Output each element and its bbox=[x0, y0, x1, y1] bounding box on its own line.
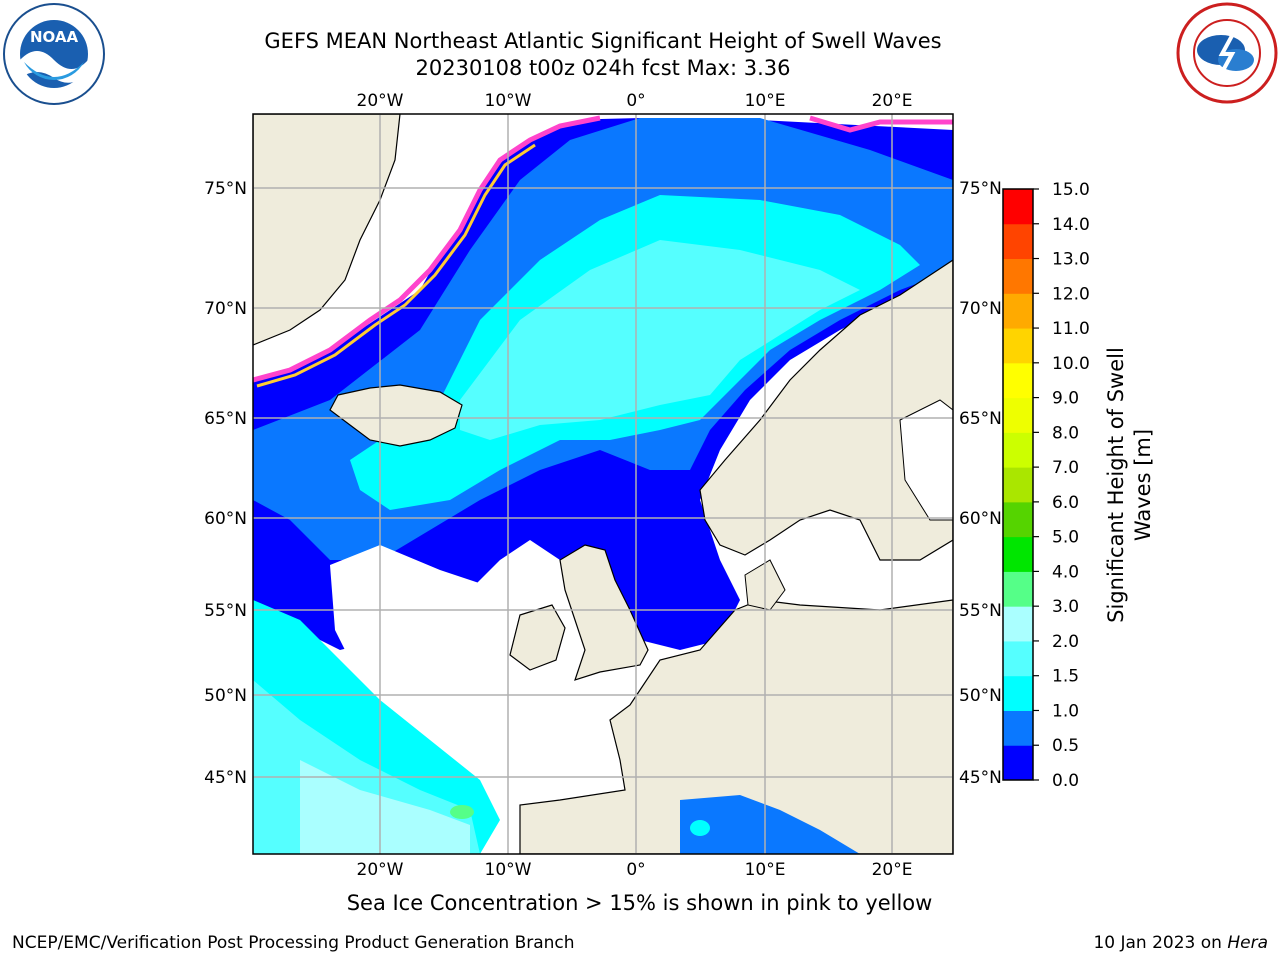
colorbar-swatch bbox=[1003, 223, 1033, 260]
colorbar-swatch bbox=[1003, 467, 1033, 503]
lon-label-bottom: 0° bbox=[626, 860, 645, 880]
noaa-logo-name: NOAA bbox=[30, 28, 79, 46]
lon-label-bottom: 20°E bbox=[872, 860, 913, 880]
lat-label-right: 50°N bbox=[959, 686, 1002, 706]
lon-label-bottom: 20°W bbox=[357, 860, 404, 880]
colorbar-tick-label: 15.0 bbox=[1052, 180, 1090, 200]
lon-label-top: 0° bbox=[626, 91, 645, 111]
colorbar-swatch bbox=[1003, 293, 1033, 329]
colorbar-swatch bbox=[1003, 501, 1033, 538]
colorbar-swatch bbox=[1003, 640, 1033, 677]
colorbar-swatch bbox=[1003, 362, 1033, 399]
nws-logo bbox=[1176, 2, 1278, 104]
colorbar-swatch bbox=[1003, 536, 1033, 572]
lat-label-right: 60°N bbox=[959, 509, 1002, 529]
lat-label-left: 60°N bbox=[204, 509, 247, 529]
colorbar-tick-label: 5.0 bbox=[1052, 528, 1079, 548]
colorbar-swatch bbox=[1003, 328, 1033, 364]
lat-label-left: 65°N bbox=[204, 409, 247, 429]
colorbar-tick-label: 2.0 bbox=[1052, 632, 1079, 652]
colorbar-swatch bbox=[1003, 189, 1033, 225]
colorbar-tick-label: 1.5 bbox=[1052, 667, 1079, 687]
lat-label-left: 50°N bbox=[204, 686, 247, 706]
colorbar-tick-label: 14.0 bbox=[1052, 215, 1090, 235]
colorbar-swatch bbox=[1003, 710, 1033, 746]
sea-ice-note: Sea Ice Concentration > 15% is shown in … bbox=[346, 891, 933, 915]
colorbar: 0.0 0.5 1.0 1.5 2.0 3.0 4.0 5.0 6.0 7.0 8.0 9.0 10.0… bbox=[1002, 180, 1090, 791]
colorbar-label-line1: Significant Height of Swell bbox=[1104, 347, 1128, 623]
colorbar-tick-label: 6.0 bbox=[1052, 493, 1079, 513]
lat-label-left: 55°N bbox=[204, 601, 247, 621]
lat-label-right: 70°N bbox=[959, 299, 1002, 319]
colorbar-tick-label: 8.0 bbox=[1052, 423, 1079, 443]
colorbar-swatch bbox=[1003, 571, 1033, 607]
title-line-2: 20230108 t00z 024h fcst Max: 3.36 bbox=[415, 56, 791, 80]
lon-label-bottom: 10°W bbox=[485, 860, 532, 880]
footer-date: 10 Jan 2023 on Hera bbox=[1093, 933, 1268, 953]
colorbar-frame bbox=[1002, 188, 1034, 781]
colorbar-tick-label: 1.0 bbox=[1052, 701, 1079, 721]
colorbar-tick-label: 0.5 bbox=[1052, 736, 1079, 756]
lon-label-top: 20°E bbox=[872, 91, 913, 111]
colorbar-swatch bbox=[1003, 675, 1033, 711]
lat-label-left: 45°N bbox=[204, 768, 247, 788]
colorbar-tick-label: 11.0 bbox=[1052, 319, 1090, 339]
lat-label-right: 55°N bbox=[959, 601, 1002, 621]
colorbar-tick-label: 0.0 bbox=[1052, 771, 1079, 791]
colorbar-swatch bbox=[1003, 745, 1033, 781]
colorbar-tick-label: 12.0 bbox=[1052, 284, 1090, 304]
title-line-1: GEFS MEAN Northeast Atlantic Significant… bbox=[264, 29, 942, 53]
lon-label-top: 10°E bbox=[745, 91, 786, 111]
colorbar-tick-label: 4.0 bbox=[1052, 562, 1079, 582]
lat-label-right: 75°N bbox=[959, 179, 1002, 199]
footer-branch: NCEP/EMC/Verification Post Processing Pr… bbox=[12, 933, 575, 953]
lon-label-top: 10°W bbox=[485, 91, 532, 111]
map-title: GEFS MEAN Northeast Atlantic Significant… bbox=[200, 28, 1006, 82]
footer-host: Hera bbox=[1227, 933, 1268, 953]
footer-date-text: 10 Jan 2023 on bbox=[1093, 933, 1222, 953]
lat-label-left: 70°N bbox=[204, 299, 247, 319]
noaa-logo: NOAA bbox=[3, 3, 105, 105]
colorbar-swatch bbox=[1003, 397, 1033, 433]
colorbar-tick-label: 13.0 bbox=[1052, 250, 1090, 270]
colorbar-tick-label: 7.0 bbox=[1052, 458, 1079, 478]
colorbar-swatch bbox=[1003, 606, 1033, 642]
colorbar-tick-label: 9.0 bbox=[1052, 389, 1079, 409]
colorbar-label-line2: Waves [m] bbox=[1131, 429, 1155, 541]
lat-label-left: 75°N bbox=[204, 179, 247, 199]
colorbar-swatch bbox=[1003, 258, 1033, 294]
lat-label-right: 65°N bbox=[959, 409, 1002, 429]
lon-label-top: 20°W bbox=[357, 91, 404, 111]
colorbar-swatch bbox=[1003, 432, 1033, 468]
lat-label-right: 45°N bbox=[959, 768, 1002, 788]
lon-label-bottom: 10°E bbox=[745, 860, 786, 880]
colorbar-tick-label: 10.0 bbox=[1052, 354, 1090, 374]
colorbar-tick-label: 3.0 bbox=[1052, 597, 1079, 617]
